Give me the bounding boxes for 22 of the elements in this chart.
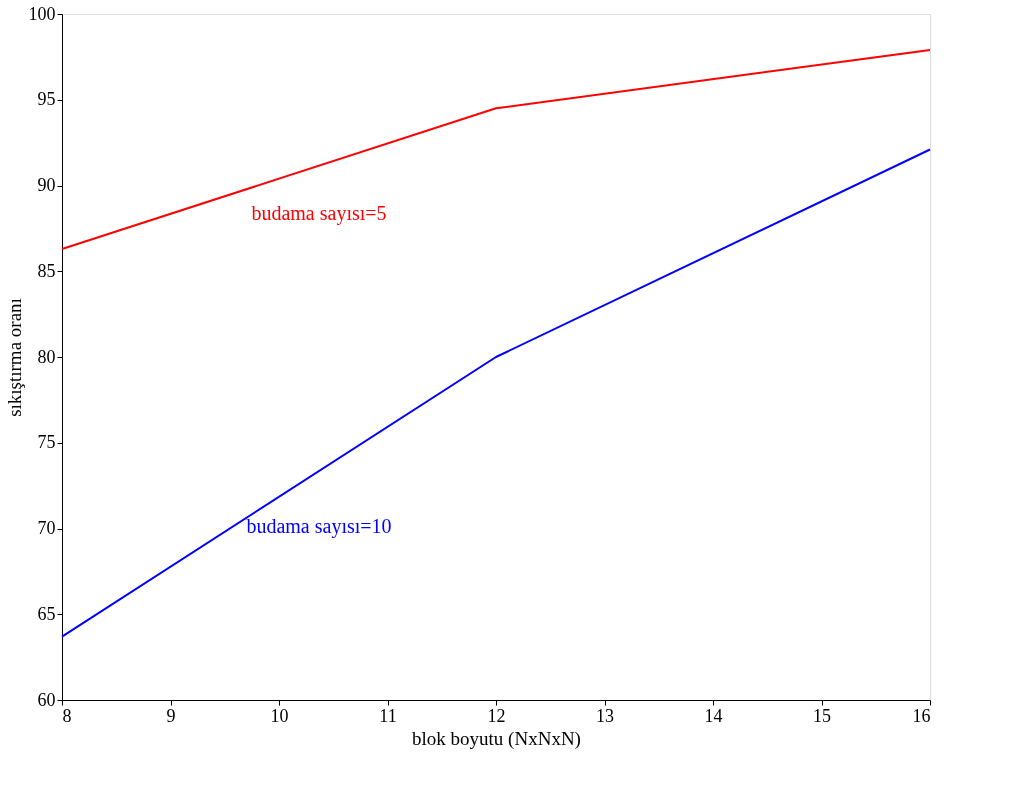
- x-tick-label: 16: [912, 705, 931, 726]
- x-tick-label: 13: [596, 705, 614, 726]
- series-label: budama sayısı=10: [246, 514, 392, 538]
- y-tick-label: 70: [37, 518, 56, 538]
- x-tick-label: 15: [813, 705, 831, 726]
- x-tick-label: 12: [487, 705, 506, 726]
- x-tick-label: 11: [379, 705, 397, 726]
- y-tick-label: 60: [37, 689, 56, 710]
- x-axis-title: blok boyutu (NxNxN): [412, 727, 581, 750]
- y-tick-label: 80: [37, 346, 56, 367]
- y-tick-label: 85: [37, 260, 56, 281]
- y-tick-label: 90: [37, 175, 56, 195]
- y-axis-title: sıkıştırma oranı: [3, 298, 25, 417]
- x-tick-label: 9: [166, 705, 176, 726]
- y-tick-label: 75: [37, 432, 56, 453]
- y-tick-label: 65: [37, 603, 56, 624]
- y-tick-label: 95: [37, 89, 56, 110]
- x-tick-label: 8: [62, 705, 72, 726]
- series-label: budama sayısı=5: [251, 201, 387, 225]
- y-tick-label: 100: [28, 3, 56, 24]
- x-tick-label: 14: [704, 705, 723, 726]
- x-tick-label: 10: [270, 705, 289, 726]
